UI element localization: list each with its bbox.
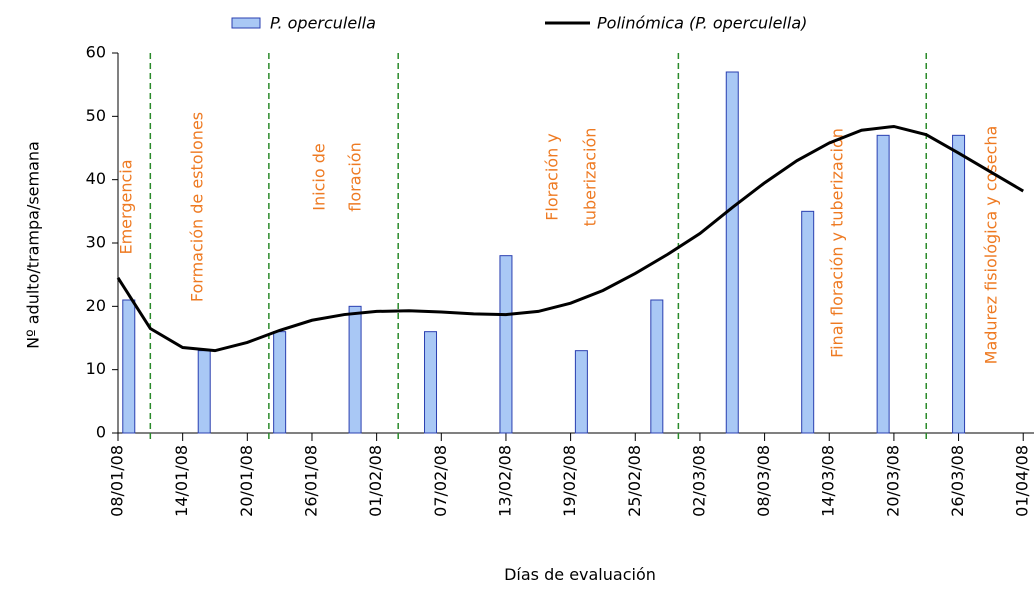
x-tick-label: 14/03/08 — [819, 445, 838, 517]
phase-annotation: Madurez fisiológica y cosecha — [982, 126, 1001, 365]
bar — [801, 210, 815, 434]
bar — [499, 255, 513, 434]
x-tick-label: 02/03/08 — [689, 445, 708, 517]
x-tick-label: 13/02/08 — [495, 445, 514, 517]
y-tick-label: 20 — [86, 296, 106, 315]
y-tick-label: 60 — [86, 43, 106, 62]
phase-annotation: Inicio de — [310, 143, 329, 210]
y-tick-label: 10 — [86, 359, 106, 378]
bar — [197, 350, 211, 434]
x-tick-label: 26/01/08 — [301, 445, 320, 517]
bar — [273, 331, 287, 434]
bar — [348, 305, 362, 434]
x-tick-label: 07/02/08 — [431, 445, 450, 517]
x-tick-label: 01/04/08 — [1013, 445, 1032, 517]
phase-annotation: Emergencia — [117, 159, 136, 254]
y-tick-label: 30 — [86, 233, 106, 252]
x-tick-label: 20/03/08 — [883, 445, 902, 517]
x-tick-label: 01/02/08 — [366, 445, 385, 517]
bar — [952, 134, 966, 434]
x-tick-label: 20/01/08 — [237, 445, 256, 517]
x-tick-label: 14/01/08 — [172, 445, 191, 517]
bar — [424, 331, 438, 434]
legend-swatch — [231, 17, 261, 29]
phase-annotation: Floración y — [543, 133, 562, 221]
y-axis-label: Nº adulto/trampa/semana — [24, 141, 43, 349]
phase-annotation: floración — [346, 142, 365, 211]
y-tick-label: 0 — [96, 423, 106, 442]
y-tick-label: 40 — [86, 169, 106, 188]
trend-line — [116, 124, 1024, 353]
bar — [876, 134, 890, 434]
x-tick-label: 25/02/08 — [625, 445, 644, 517]
legend-label: Polinómica (P. operculella) — [597, 14, 807, 33]
y-tick-label: 50 — [86, 106, 106, 125]
phase-annotation: tuberización — [581, 128, 600, 227]
x-tick-label: 08/01/08 — [108, 445, 127, 517]
x-axis-label: Días de evaluación — [504, 565, 656, 584]
bar — [650, 299, 664, 434]
x-tick-label: 19/02/08 — [560, 445, 579, 517]
legend-label: P. operculella — [270, 14, 376, 33]
x-tick-label: 26/03/08 — [948, 445, 967, 517]
bar — [574, 350, 588, 434]
x-tick-label: 08/03/08 — [754, 445, 773, 517]
phase-annotation: Formación de estolones — [188, 112, 207, 302]
phase-annotation: Final floración y tuberización — [828, 128, 847, 358]
bar — [725, 71, 739, 434]
bar — [122, 299, 136, 434]
